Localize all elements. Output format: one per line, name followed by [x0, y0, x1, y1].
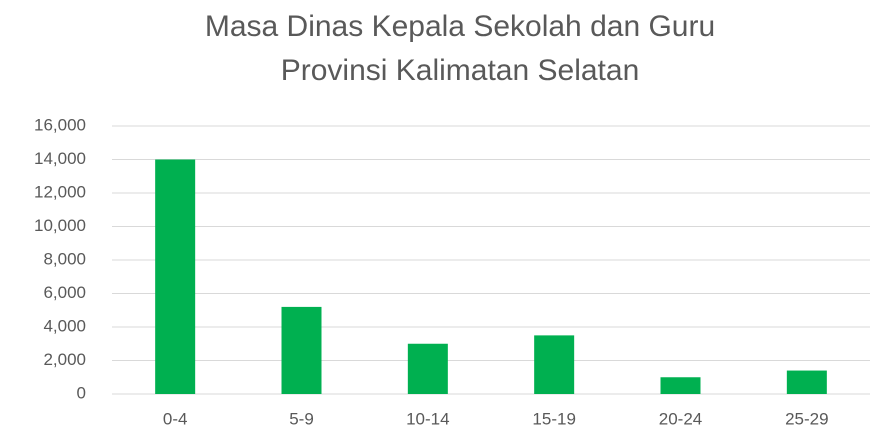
x-tick-label: 10-14: [406, 409, 449, 428]
y-tick-label: 8,000: [43, 249, 86, 268]
y-tick-label: 10,000: [34, 216, 86, 235]
y-tick-label: 2,000: [43, 350, 86, 369]
chart-title: Masa Dinas Kepala Sekolah dan Guru: [205, 10, 715, 43]
y-tick-label: 6,000: [43, 283, 86, 302]
y-tick-label: 14,000: [34, 149, 86, 168]
bar: [155, 159, 196, 394]
x-tick-label: 20-24: [659, 409, 702, 428]
x-tick-label: 25-29: [785, 409, 828, 428]
bar: [786, 370, 827, 394]
y-tick-label: 12,000: [34, 182, 86, 201]
x-tick-label: 5-9: [289, 409, 314, 428]
y-tick-label: 0: [77, 383, 86, 402]
bar: [660, 377, 701, 394]
bar: [407, 343, 448, 394]
x-tick-label: 0-4: [163, 409, 188, 428]
x-tick-label: 15-19: [532, 409, 575, 428]
bar: [534, 335, 575, 394]
y-tick-label: 16,000: [34, 115, 86, 134]
bar: [281, 306, 322, 394]
y-tick-label: 4,000: [43, 316, 86, 335]
chart-title: Provinsi Kalimatan Selatan: [281, 54, 640, 87]
